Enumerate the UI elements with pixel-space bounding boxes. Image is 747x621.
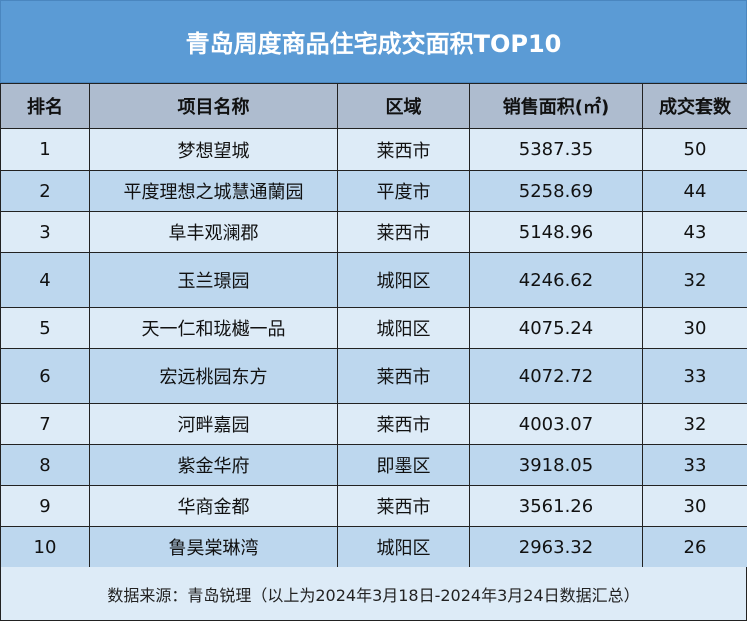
cell-rank: 1 (0, 128, 90, 171)
table-row: 2 平度理想之城慧通蘭园 平度市 5258.69 44 (0, 170, 747, 212)
cell-project-name: 阜丰观澜郡 (89, 211, 338, 253)
cell-rank: 4 (0, 252, 90, 308)
cell-district: 城阳区 (337, 526, 470, 568)
col-header-rank: 排名 (0, 83, 90, 129)
cell-units-sold: 30 (642, 485, 747, 527)
header-row: 排名 项目名称 区域 销售面积(㎡) 成交套数 (0, 83, 747, 129)
cell-sales-area: 5258.69 (469, 170, 643, 212)
cell-district: 即墨区 (337, 444, 470, 486)
col-header-area: 销售面积(㎡) (469, 83, 643, 129)
cell-units-sold: 44 (642, 170, 747, 212)
table-row: 1 梦想望城 莱西市 5387.35 50 (0, 128, 747, 171)
cell-district: 莱西市 (337, 403, 470, 445)
table-row: 3 阜丰观澜郡 莱西市 5148.96 43 (0, 211, 747, 253)
cell-units-sold: 30 (642, 307, 747, 349)
cell-rank: 10 (0, 526, 90, 568)
cell-units-sold: 50 (642, 128, 747, 171)
table-row: 10 鲁昊棠琳湾 城阳区 2963.32 26 (0, 526, 747, 568)
cell-project-name: 玉兰璟园 (89, 252, 338, 308)
col-header-district: 区域 (337, 83, 470, 129)
cell-sales-area: 2963.32 (469, 526, 643, 568)
table-row: 6 宏远桃园东方 莱西市 4072.72 33 (0, 348, 747, 404)
cell-project-name: 鲁昊棠琳湾 (89, 526, 338, 568)
cell-district: 莱西市 (337, 348, 470, 404)
cell-rank: 8 (0, 444, 90, 486)
cell-units-sold: 33 (642, 348, 747, 404)
cell-rank: 5 (0, 307, 90, 349)
cell-project-name: 河畔嘉园 (89, 403, 338, 445)
cell-rank: 9 (0, 485, 90, 527)
cell-sales-area: 3561.26 (469, 485, 643, 527)
cell-sales-area: 4075.24 (469, 307, 643, 349)
cell-units-sold: 32 (642, 252, 747, 308)
cell-district: 莱西市 (337, 485, 470, 527)
table-title: 青岛周度商品住宅成交面积TOP10 (0, 0, 747, 83)
cell-rank: 7 (0, 403, 90, 445)
table-row: 9 华商金都 莱西市 3561.26 30 (0, 485, 747, 527)
cell-rank: 3 (0, 211, 90, 253)
cell-district: 莱西市 (337, 128, 470, 171)
cell-sales-area: 5148.96 (469, 211, 643, 253)
cell-project-name: 华商金都 (89, 485, 338, 527)
cell-project-name: 平度理想之城慧通蘭园 (89, 170, 338, 212)
table-row: 8 紫金华府 即墨区 3918.05 33 (0, 444, 747, 486)
table-row: 5 天一仁和珑樾一品 城阳区 4075.24 30 (0, 307, 747, 349)
col-header-project: 项目名称 (89, 83, 338, 129)
col-header-units: 成交套数 (642, 83, 747, 129)
cell-project-name: 梦想望城 (89, 128, 338, 171)
cell-sales-area: 4003.07 (469, 403, 643, 445)
cell-units-sold: 32 (642, 403, 747, 445)
cell-project-name: 天一仁和珑樾一品 (89, 307, 338, 349)
cell-sales-area: 4072.72 (469, 348, 643, 404)
cell-units-sold: 26 (642, 526, 747, 568)
cell-sales-area: 4246.62 (469, 252, 643, 308)
cell-units-sold: 33 (642, 444, 747, 486)
table-row: 7 河畔嘉园 莱西市 4003.07 32 (0, 403, 747, 445)
cell-sales-area: 3918.05 (469, 444, 643, 486)
cell-rank: 2 (0, 170, 90, 212)
cell-district: 平度市 (337, 170, 470, 212)
cell-district: 莱西市 (337, 211, 470, 253)
table-row: 4 玉兰璟园 城阳区 4246.62 32 (0, 252, 747, 308)
cell-project-name: 紫金华府 (89, 444, 338, 486)
cell-project-name: 宏远桃园东方 (89, 348, 338, 404)
cell-rank: 6 (0, 348, 90, 404)
cell-sales-area: 5387.35 (469, 128, 643, 171)
cell-units-sold: 43 (642, 211, 747, 253)
data-source-note: 数据来源：青岛锐理（以上为2024年3月18日-2024年3月24日数据汇总） (0, 567, 747, 621)
cell-district: 城阳区 (337, 252, 470, 308)
cell-district: 城阳区 (337, 307, 470, 349)
ranking-table: 排名 项目名称 区域 销售面积(㎡) 成交套数 1 梦想望城 莱西市 5387.35 5… (0, 83, 747, 568)
